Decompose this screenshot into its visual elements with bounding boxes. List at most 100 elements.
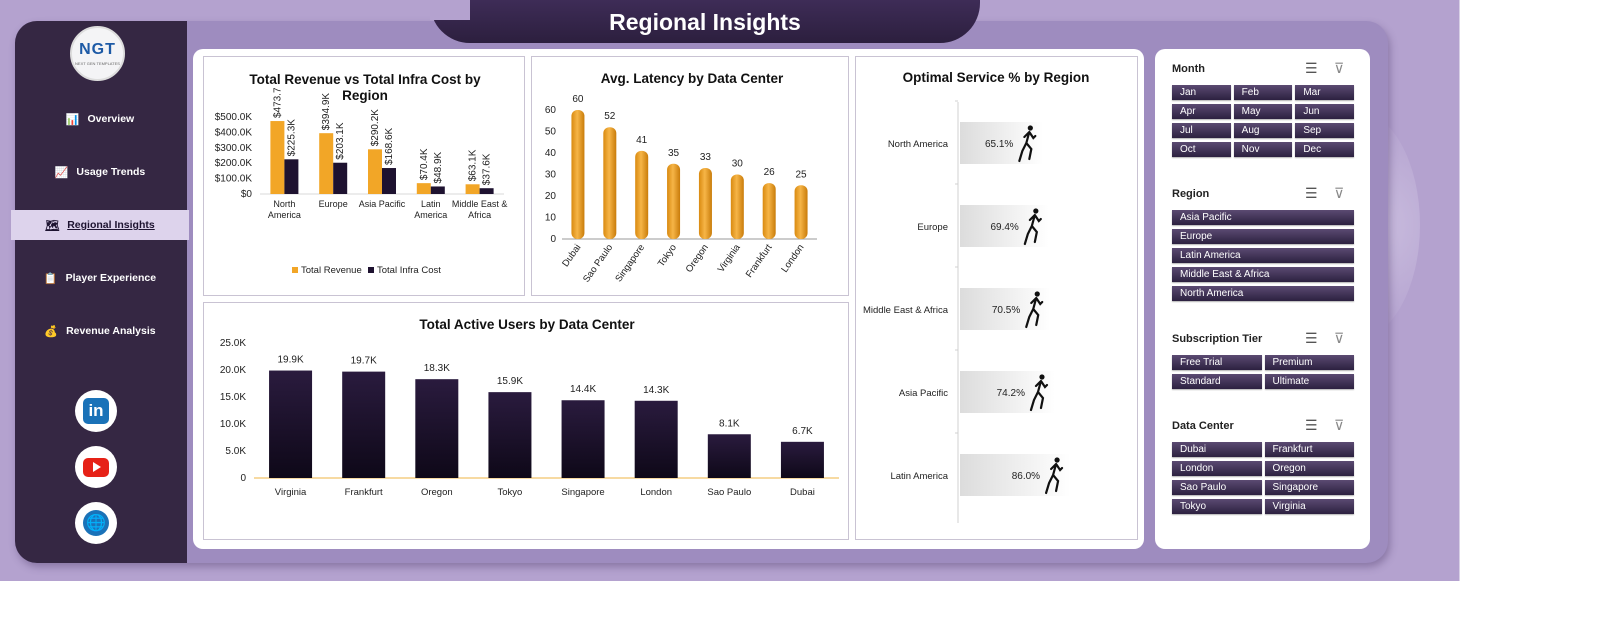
slicer-item-region-europe[interactable]: Europe — [1172, 229, 1354, 244]
x-tick-label: London — [640, 487, 672, 498]
nav-item-revenue-analysis[interactable]: 💰 Revenue Analysis — [11, 316, 189, 346]
data-label: $168.6K — [384, 127, 395, 165]
slicer-item-subscription-tier-standard[interactable]: Standard — [1172, 374, 1262, 389]
data-label: 60 — [572, 94, 584, 105]
nav-item-label: Player Experience — [65, 272, 157, 284]
bar-total-revenue-north-america — [270, 121, 285, 194]
youtube-button[interactable] — [75, 446, 117, 488]
slicer-item-region-north-america[interactable]: North America — [1172, 286, 1354, 301]
clear-filter-icon[interactable]: ⊽ — [1334, 330, 1345, 346]
data-label: 18.3K — [424, 363, 450, 374]
slicer-item-region-latin-america[interactable]: Latin America — [1172, 248, 1354, 263]
legend-label-total-revenue: Total Revenue — [301, 265, 362, 276]
data-label: 65.1% — [985, 139, 1013, 150]
slicer-item-data-center-virginia[interactable]: Virginia — [1264, 499, 1354, 514]
x-tick-label-line: Latin — [421, 199, 441, 209]
slicer-item-subscription-tier-premium[interactable]: Premium — [1264, 355, 1354, 370]
slicer-item-month-nov[interactable]: Nov — [1233, 142, 1293, 157]
x-tick-label: Frankfurt — [744, 242, 775, 280]
slicer-item-data-center-oregon[interactable]: Oregon — [1264, 461, 1354, 476]
nav-item-regional-insights[interactable]: 🗺 Regional Insights — [11, 210, 189, 240]
multi-select-icon[interactable]: ☰ — [1305, 417, 1318, 433]
y-tick-label: Asia Pacific — [899, 388, 948, 399]
chart-title: Total Revenue vs Total Infra Cost by Regi… — [249, 72, 481, 103]
slicer-item-month-may[interactable]: May — [1233, 104, 1293, 119]
bar-virginia — [269, 370, 313, 478]
data-label: 19.9K — [277, 355, 303, 366]
clipboard-icon: 📋 — [43, 272, 58, 285]
runner-head — [1054, 457, 1060, 463]
data-label: 69.4% — [990, 222, 1018, 233]
slicer-item-data-center-singapore[interactable]: Singapore — [1264, 480, 1354, 495]
data-label: $63.1K — [468, 149, 479, 181]
slicer-item-month-dec[interactable]: Dec — [1295, 142, 1354, 157]
slicer-item-month-apr[interactable]: Apr — [1172, 104, 1231, 119]
x-tick-label: Tokyo — [498, 487, 523, 498]
bar-oregon — [415, 379, 459, 478]
x-tick-label: Singapore — [561, 487, 604, 498]
slicer-item-month-jan[interactable]: Jan — [1172, 85, 1231, 100]
slicer-item-data-center-dubai[interactable]: Dubai — [1172, 442, 1262, 457]
website-button[interactable]: 🌐 — [75, 502, 117, 544]
x-tick-label-line: Asia Pacific — [359, 199, 406, 209]
y-tick-label: 15.0K — [220, 392, 246, 403]
y-tick-label: 40 — [545, 148, 557, 159]
slicer-item-subscription-tier-free-trial[interactable]: Free Trial — [1172, 355, 1262, 370]
data-label: $48.9K — [433, 151, 444, 183]
x-tick-label-line: Middle East & — [452, 199, 508, 209]
slicer-item-month-oct[interactable]: Oct — [1172, 142, 1231, 157]
x-tick-label: Oregon — [684, 242, 711, 274]
nav-item-player-experience[interactable]: 📋 Player Experience — [11, 263, 189, 293]
y-tick-label: 10 — [545, 213, 557, 224]
data-label: $394.9K — [321, 93, 332, 131]
slicer-item-month-jul[interactable]: Jul — [1172, 123, 1231, 138]
clear-filter-icon[interactable]: ⊽ — [1334, 417, 1345, 433]
x-tick-label: Latin America — [414, 199, 447, 220]
clear-filter-icon[interactable]: ⊽ — [1334, 60, 1345, 76]
x-tick-label: London — [779, 242, 806, 274]
slicer-item-month-mar[interactable]: Mar — [1295, 85, 1354, 100]
linkedin-button[interactable]: in — [75, 390, 117, 432]
slicer-item-month-jun[interactable]: Jun — [1295, 104, 1354, 119]
x-tick-label-line: North — [273, 199, 295, 209]
slicer-item-data-center-frankfurt[interactable]: Frankfurt — [1264, 442, 1354, 457]
slicer-item-month-feb[interactable]: Feb — [1233, 85, 1293, 100]
multi-select-icon[interactable]: ☰ — [1305, 185, 1318, 201]
nav-item-usage-trends[interactable]: 📈 Usage Trends — [11, 157, 189, 187]
nav-item-label: Usage Trends — [76, 166, 146, 178]
trend-chart-icon: 📈 — [54, 166, 69, 179]
slicer-item-month-sep[interactable]: Sep — [1295, 123, 1354, 138]
linkedin-icon: in — [83, 398, 109, 424]
slicer-item-region-middle-east-africa[interactable]: Middle East & Africa — [1172, 267, 1354, 282]
runner-body — [1018, 130, 1037, 163]
money-bag-icon: 💰 — [44, 325, 59, 338]
bar-tokyo — [488, 392, 532, 478]
slicer-item-data-center-london[interactable]: London — [1172, 461, 1262, 476]
data-label: 52 — [604, 111, 616, 122]
data-label: 26 — [764, 167, 776, 178]
nav-item-overview[interactable]: 📊 Overview — [11, 104, 189, 134]
y-tick-label: North America — [888, 139, 949, 150]
clear-filter-icon[interactable]: ⊽ — [1334, 185, 1345, 201]
title-tab — [430, 0, 980, 43]
slicer-item-subscription-tier-ultimate[interactable]: Ultimate — [1264, 374, 1354, 389]
y-tick-label: $300.0K — [215, 143, 253, 154]
optimal-service-chart: Optimal Service % by Region North America… — [855, 56, 1138, 540]
multi-select-icon[interactable]: ☰ — [1305, 330, 1318, 346]
y-tick-label: 20.0K — [220, 365, 246, 376]
bar-london — [794, 185, 808, 239]
slicer-item-region-asia-pacific[interactable]: Asia Pacific — [1172, 210, 1354, 225]
y-tick-label: Middle East & Africa — [863, 305, 949, 316]
bar-chart-icon: 📊 — [65, 113, 80, 126]
data-label: 86.0% — [1012, 471, 1040, 482]
x-tick-label: Tokyo — [656, 242, 679, 269]
slicer-item-data-center-tokyo[interactable]: Tokyo — [1172, 499, 1262, 514]
multi-select-icon[interactable]: ☰ — [1305, 60, 1318, 76]
active-users-chart: Total Active Users by Data Center 0 5.0K 10… — [203, 302, 849, 540]
slicer-item-month-aug[interactable]: Aug — [1233, 123, 1293, 138]
slicer-item-data-center-sao-paulo[interactable]: Sao Paulo — [1172, 480, 1262, 495]
bar-london — [634, 400, 678, 478]
chart-title-line: Region — [342, 88, 388, 103]
x-tick-label: Dubai — [560, 242, 583, 269]
